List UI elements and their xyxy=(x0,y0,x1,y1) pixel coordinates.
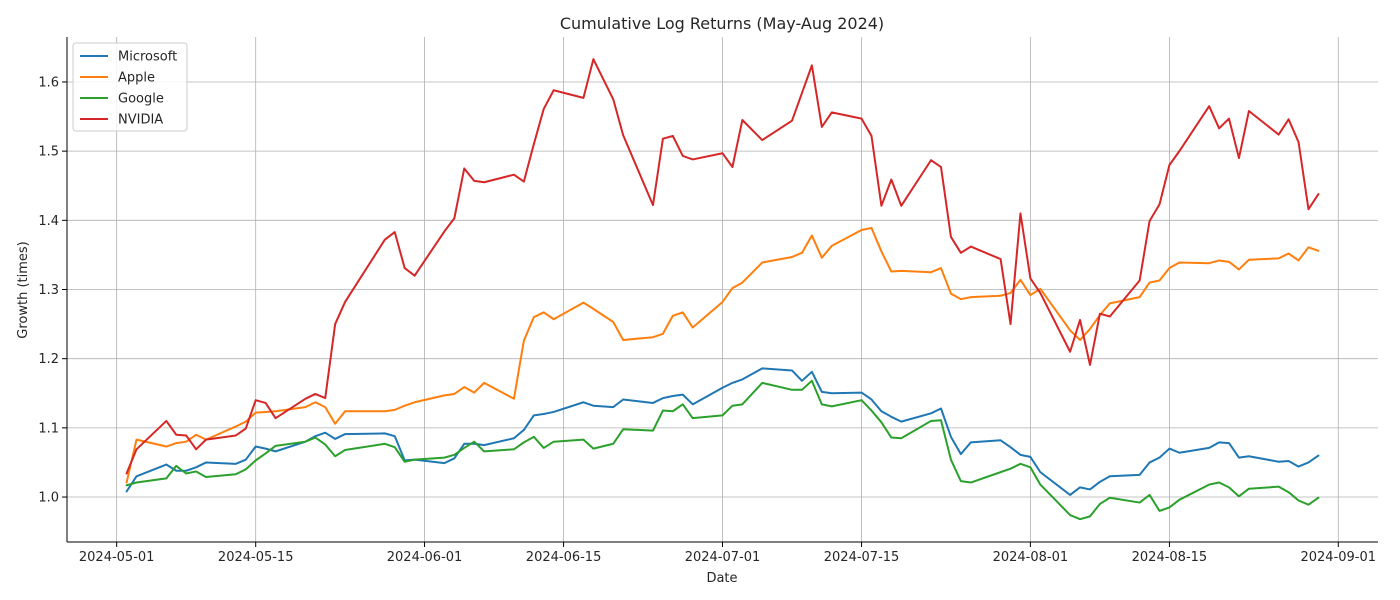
y-tick-label: 1.5 xyxy=(38,145,59,160)
legend-box xyxy=(72,42,188,132)
series-lines xyxy=(125,58,1320,521)
legend-label: Microsoft xyxy=(118,50,177,65)
legend: Microsoft Apple Google NVIDIA xyxy=(72,42,188,132)
legend-label: Google xyxy=(118,92,164,107)
y-tick-label: 1.2 xyxy=(38,352,59,367)
chart-title: Cumulative Log Returns (May-Aug 2024) xyxy=(560,14,884,33)
y-axis-label: Growth (times) xyxy=(16,241,31,338)
series-line-apple xyxy=(125,226,1320,484)
x-tick-label: 2024-06-15 xyxy=(526,550,602,565)
x-axis-label: Date xyxy=(706,571,737,586)
x-tick-label: 2024-09-01 xyxy=(1300,550,1376,565)
y-ticks: 1.0 1.1 1.2 1.3 1.4 1.5 1.6 xyxy=(38,75,67,506)
y-tick-label: 1.1 xyxy=(38,421,59,436)
x-tick-label: 2024-08-01 xyxy=(993,550,1069,565)
y-tick-label: 1.3 xyxy=(38,283,59,298)
x-tick-label: 2024-05-15 xyxy=(218,550,294,565)
x-tick-label: 2024-08-15 xyxy=(1132,550,1208,565)
y-tick-label: 1.0 xyxy=(38,491,59,506)
x-ticks: 2024-05-01 2024-05-15 2024-06-01 2024-06-15… xyxy=(79,542,1376,565)
series-line-google xyxy=(125,379,1320,521)
series-line-nvidia xyxy=(125,58,1320,475)
series-line-microsoft xyxy=(125,367,1320,496)
y-tick-label: 1.6 xyxy=(38,75,59,90)
y-tick-label: 1.4 xyxy=(38,214,59,229)
x-tick-label: 2024-06-01 xyxy=(387,550,463,565)
legend-label: Apple xyxy=(118,71,155,86)
x-tick-label: 2024-05-01 xyxy=(79,550,155,565)
axes xyxy=(66,37,1378,543)
legend-label: NVIDIA xyxy=(118,113,163,128)
x-tick-label: 2024-07-15 xyxy=(824,550,900,565)
x-tick-label: 2024-07-01 xyxy=(685,550,761,565)
grid xyxy=(67,37,1378,542)
